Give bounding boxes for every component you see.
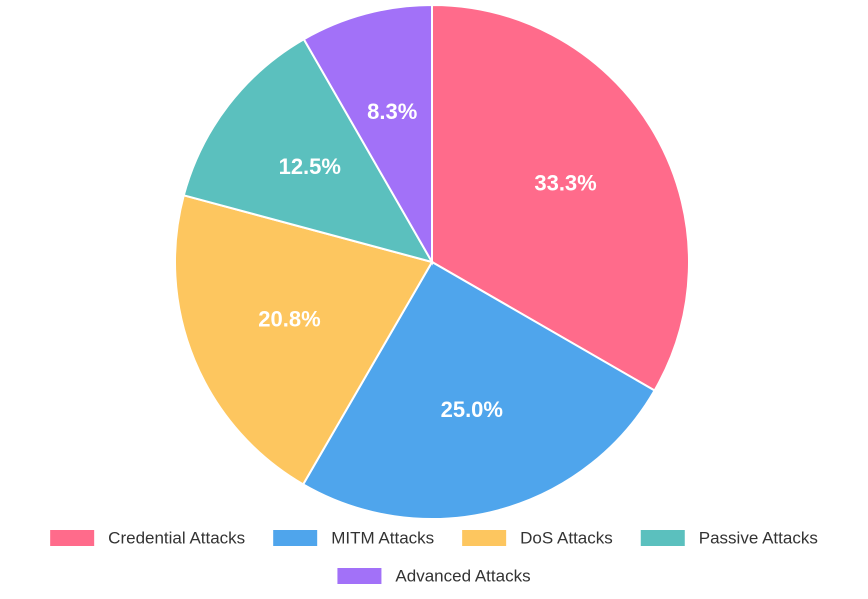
legend-label: Advanced Attacks — [395, 566, 530, 585]
slice-label: 33.3% — [534, 171, 596, 196]
pie-slice — [182, 37, 435, 264]
slice-label: 20.8% — [258, 307, 320, 332]
legend-item: Passive Attacks — [640, 528, 818, 547]
legend-label: MITM Attacks — [331, 528, 434, 547]
legend-swatch — [50, 530, 95, 546]
legend-swatch — [337, 568, 382, 584]
pie-slice — [302, 3, 433, 266]
legend-item: DoS Attacks — [462, 528, 613, 547]
pie-slice — [301, 260, 656, 520]
legend-swatch — [462, 530, 507, 546]
legend-swatch — [640, 530, 685, 546]
legend-item: Credential Attacks — [50, 528, 245, 547]
pie-slice — [431, 3, 690, 392]
slice-label: 12.5% — [279, 154, 341, 179]
legend-item: MITM Attacks — [273, 528, 434, 547]
pie-slice — [174, 194, 434, 486]
slice-label: 25.0% — [441, 397, 503, 422]
legend-label: Credential Attacks — [108, 528, 245, 547]
legend-swatch — [273, 530, 318, 546]
legend-label: Passive Attacks — [699, 528, 818, 547]
slice-label: 8.3% — [367, 99, 417, 124]
legend-item: Advanced Attacks — [337, 566, 531, 585]
legend-label: DoS Attacks — [520, 528, 613, 547]
